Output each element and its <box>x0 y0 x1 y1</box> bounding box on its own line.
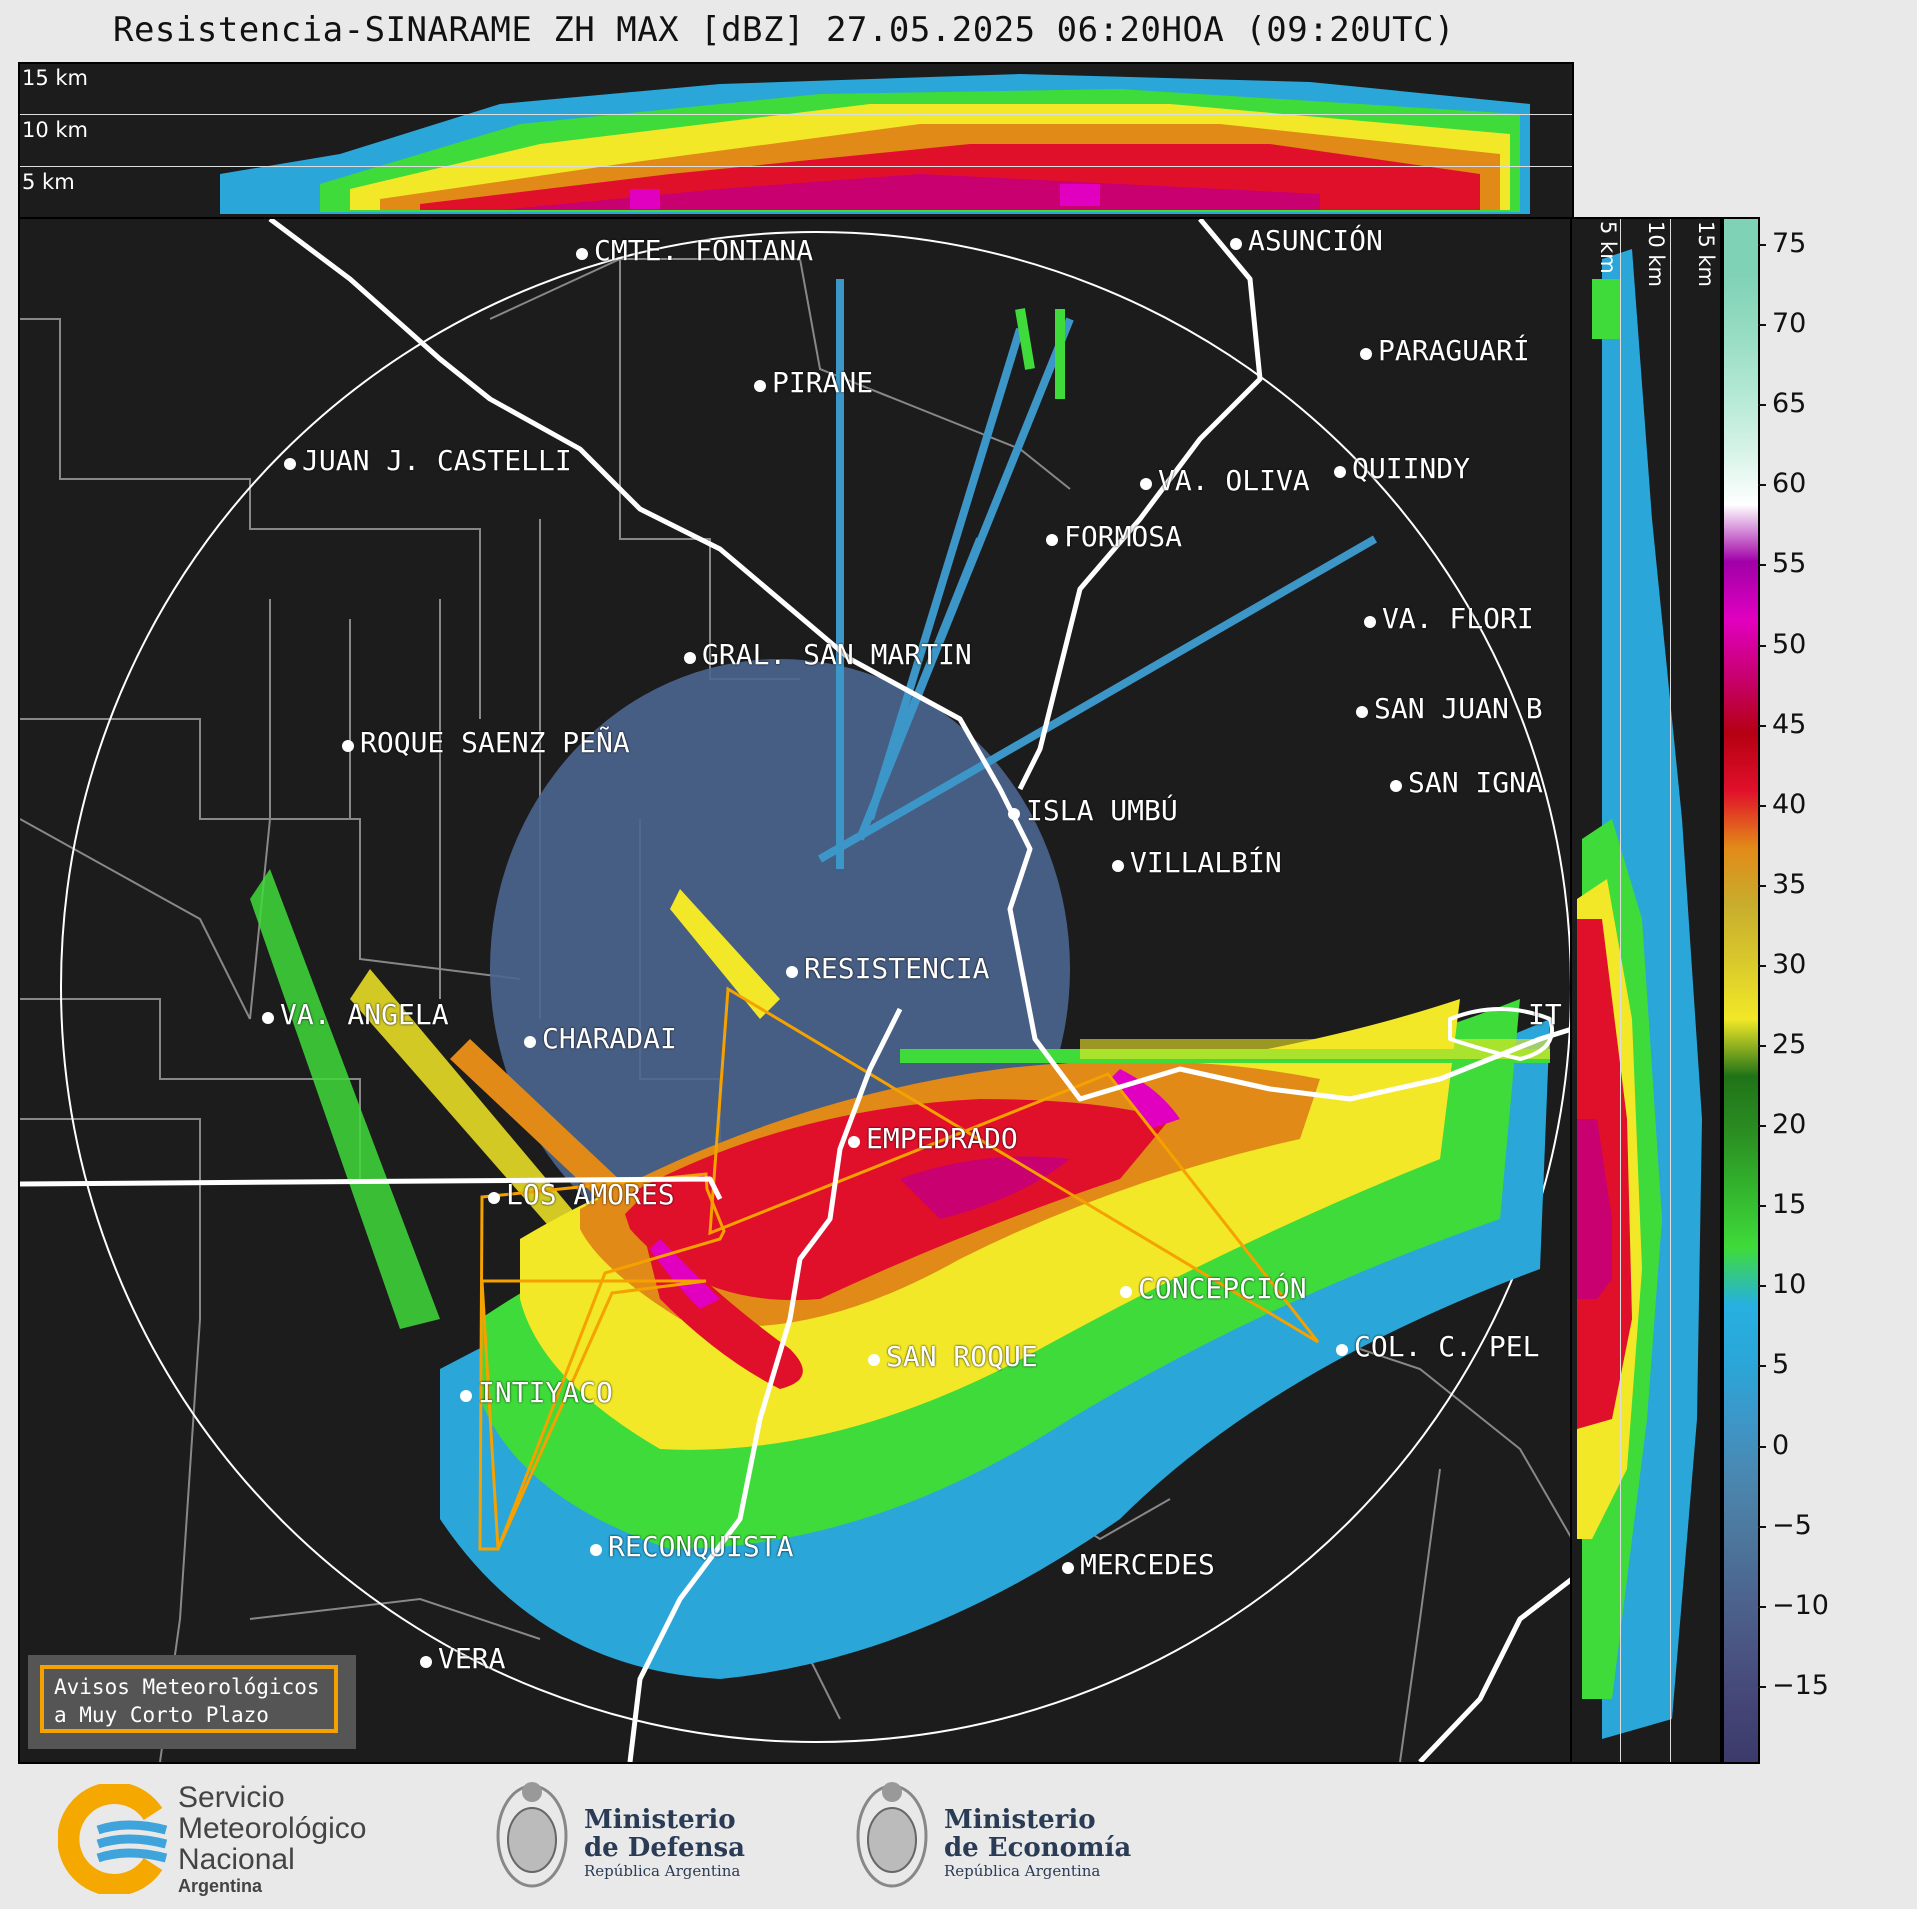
city-label: QUIINDY <box>1334 452 1470 485</box>
height-line-10km <box>20 114 1572 115</box>
colorbar-tick-label: 10 <box>1772 1269 1807 1301</box>
side-height-label-15km: 15 km <box>1694 221 1718 288</box>
city-label: VA. ANGELA <box>262 998 449 1031</box>
colorbar-tick-label: 30 <box>1772 948 1807 980</box>
colorbar-tick-label: 75 <box>1772 228 1807 259</box>
defensa-seal-icon <box>494 1774 570 1898</box>
colorbar-tick-mark <box>1758 804 1766 807</box>
colorbar-tick-label: 50 <box>1772 628 1807 660</box>
colorbar-tick-mark <box>1758 1445 1766 1448</box>
city-label: EMPEDRADO <box>848 1122 1018 1155</box>
city-label: INTIYACO <box>460 1376 613 1409</box>
height-line-5km <box>20 166 1572 167</box>
city-label: ROQUE SAENZ PEÑA <box>342 726 630 759</box>
city-label: VA. FLORI <box>1364 602 1534 635</box>
city-label: SAN JUAN B <box>1356 692 1543 725</box>
city-label: CONCEPCIÓN <box>1120 1272 1307 1305</box>
colorbar-tick-label: 40 <box>1772 788 1807 820</box>
colorbar-tick-label: 35 <box>1772 868 1807 900</box>
colorbar-tick-label: 0 <box>1772 1429 1790 1461</box>
colorbar-tick-label: −15 <box>1772 1669 1829 1701</box>
colorbar-tick-mark <box>1758 644 1766 647</box>
notice-box: Avisos Meteorológicos a Muy Corto Plazo <box>28 1655 356 1749</box>
defensa-wordmark: Ministerio de Defensa República Argentin… <box>584 1805 745 1880</box>
city-label: VERA <box>420 1642 505 1675</box>
height-line-10km <box>1670 219 1671 1762</box>
colorbar-tick-mark <box>1758 724 1766 727</box>
city-label: SAN IGNA <box>1390 766 1543 799</box>
chart-title: Resistencia-SINARAME ZH MAX [dBZ] 27.05.… <box>112 10 1456 50</box>
radar-map-canvas <box>20 219 1572 1762</box>
city-label: MERCEDES <box>1062 1548 1215 1581</box>
colorbar-tick-label: 15 <box>1772 1189 1807 1221</box>
city-label: IT <box>1528 998 1562 1031</box>
height-label-15km: 15 km <box>22 66 89 90</box>
city-label: CHARADAI <box>524 1022 677 1055</box>
height-line-5km <box>1620 219 1621 1762</box>
colorbar-tick-mark <box>1758 1205 1766 1208</box>
city-label: JUAN J. CASTELLI <box>284 444 572 477</box>
city-label: LOS AMORES <box>488 1178 675 1211</box>
smn-logo <box>57 1782 168 1896</box>
colorbar-tick-mark <box>1758 1285 1766 1288</box>
colorbar-tick-mark <box>1758 1045 1766 1047</box>
storm-echoes <box>250 869 1550 1679</box>
smn-wordmark: Servicio Meteorológico Nacional Argentin… <box>178 1781 367 1896</box>
side-profile-echoes <box>1577 249 1702 1739</box>
city-label: RECONQUISTA <box>590 1530 793 1563</box>
colorbar-tick-mark <box>1758 244 1766 246</box>
city-label: PIRANE <box>754 366 873 399</box>
city-label: CMTE. FONTANA <box>576 234 813 267</box>
city-label: ISLA UMBÚ <box>1008 794 1178 827</box>
city-label: PARAGUARÍ <box>1360 334 1530 367</box>
side-height-label-10km: 10 km <box>1644 221 1668 288</box>
city-label: COL. C. PEL <box>1336 1330 1539 1363</box>
radar-spokes <box>818 279 1377 869</box>
colorbar-tick-label: 55 <box>1772 548 1807 580</box>
notice-line2: a Muy Corto Plazo <box>54 1703 269 1727</box>
city-label: SAN ROQUE <box>868 1340 1038 1373</box>
colorbar-tick-mark <box>1758 484 1766 487</box>
radar-map: CMTE. FONTANA PIRANE JUAN J. CASTELLI AS… <box>18 217 1574 1764</box>
height-label-5km: 5 km <box>22 170 75 194</box>
economia-seal-icon <box>854 1774 930 1898</box>
city-label: VILLALBÍN <box>1112 846 1282 879</box>
colorbar-tick-mark <box>1758 1605 1766 1608</box>
top-height-profile: 15 km 10 km 5 km <box>18 62 1574 220</box>
height-label-10km: 10 km <box>22 118 89 142</box>
dbz-colorbar <box>1722 217 1760 1764</box>
colorbar-tick-label: −10 <box>1772 1589 1829 1621</box>
colorbar-tick-mark <box>1758 1685 1766 1688</box>
colorbar-tick-mark <box>1758 964 1766 967</box>
colorbar-tick-label: 5 <box>1772 1349 1790 1381</box>
colorbar-tick-mark <box>1758 404 1766 407</box>
colorbar-tick-mark <box>1758 1365 1766 1368</box>
notice-line1: Avisos Meteorológicos <box>54 1675 320 1699</box>
colorbar-tick-mark <box>1758 1125 1766 1128</box>
colorbar-tick-mark <box>1758 324 1766 327</box>
top-profile-echoes <box>220 74 1530 214</box>
colorbar-tick-label: −5 <box>1772 1509 1812 1541</box>
city-label: VA. OLIVA <box>1140 464 1310 497</box>
colorbar-tick-label: 70 <box>1772 308 1807 340</box>
colorbar-tick-mark <box>1758 884 1766 887</box>
colorbar-tick-label: 25 <box>1772 1029 1807 1060</box>
city-label: FORMOSA <box>1046 520 1182 553</box>
city-label: RESISTENCIA <box>786 952 989 985</box>
city-label: GRAL. SAN MARTIN <box>684 638 972 671</box>
side-height-label-5km: 5 km <box>1596 221 1620 274</box>
colorbar-tick-mark <box>1758 1525 1766 1528</box>
side-height-profile: 5 km 10 km 15 km <box>1570 217 1722 1764</box>
colorbar-tick-label: 45 <box>1772 708 1807 740</box>
economia-wordmark: Ministerio de Economía República Argenti… <box>944 1805 1132 1880</box>
colorbar-tick-label: 20 <box>1772 1109 1807 1141</box>
colorbar-tick-label: 65 <box>1772 388 1807 420</box>
city-label: ASUNCIÓN <box>1230 224 1383 257</box>
colorbar-tick-mark <box>1758 564 1766 567</box>
colorbar-tick-label: 60 <box>1772 468 1807 500</box>
